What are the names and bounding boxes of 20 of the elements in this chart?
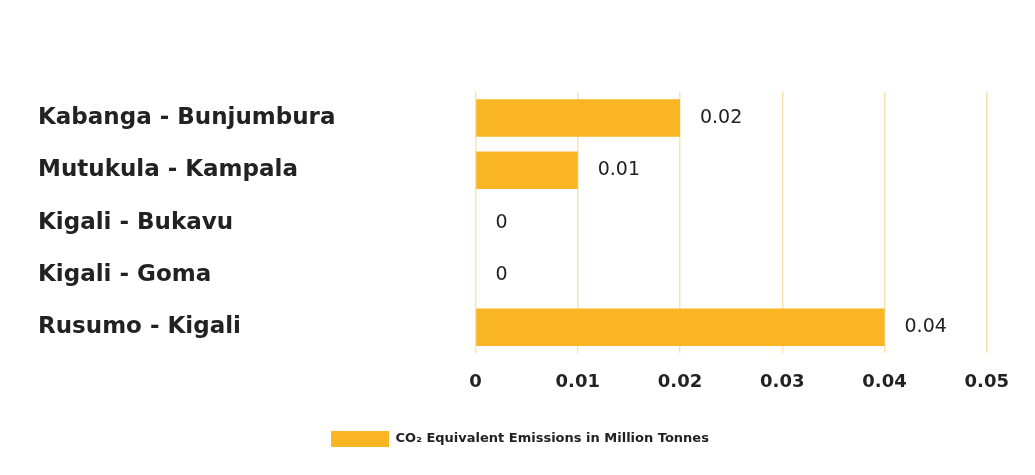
bar (476, 151, 578, 190)
data-label: 0.01 (597, 157, 641, 180)
data-label: 0 (495, 209, 508, 232)
x-tick-label: 0 (469, 369, 482, 391)
y-tick-label: Kabanga - Bunjumbura (38, 102, 336, 129)
data-label: 0 (495, 261, 508, 284)
legend-label: CO₂ Equivalent Emissions in Million Tonnes (395, 430, 710, 446)
x-tick-label: 0.03 (760, 369, 805, 391)
y-tick-label: Rusumo - Kigali (38, 312, 241, 339)
x-tick-label: 0.01 (555, 369, 600, 391)
y-tick-label: Mutukula - Kampala (38, 155, 298, 182)
x-tick-label: 0.04 (862, 369, 907, 391)
data-label: 0.04 (904, 314, 947, 337)
x-tick-label: 0.02 (657, 369, 703, 391)
y-tick-label: Kigali - Goma (38, 259, 212, 286)
data-label: 0.02 (699, 104, 743, 127)
bar (476, 308, 885, 347)
bar (476, 99, 680, 137)
x-tick-label: 0.05 (964, 369, 1010, 391)
y-tick-label: Kigali - Bukavu (38, 207, 234, 234)
